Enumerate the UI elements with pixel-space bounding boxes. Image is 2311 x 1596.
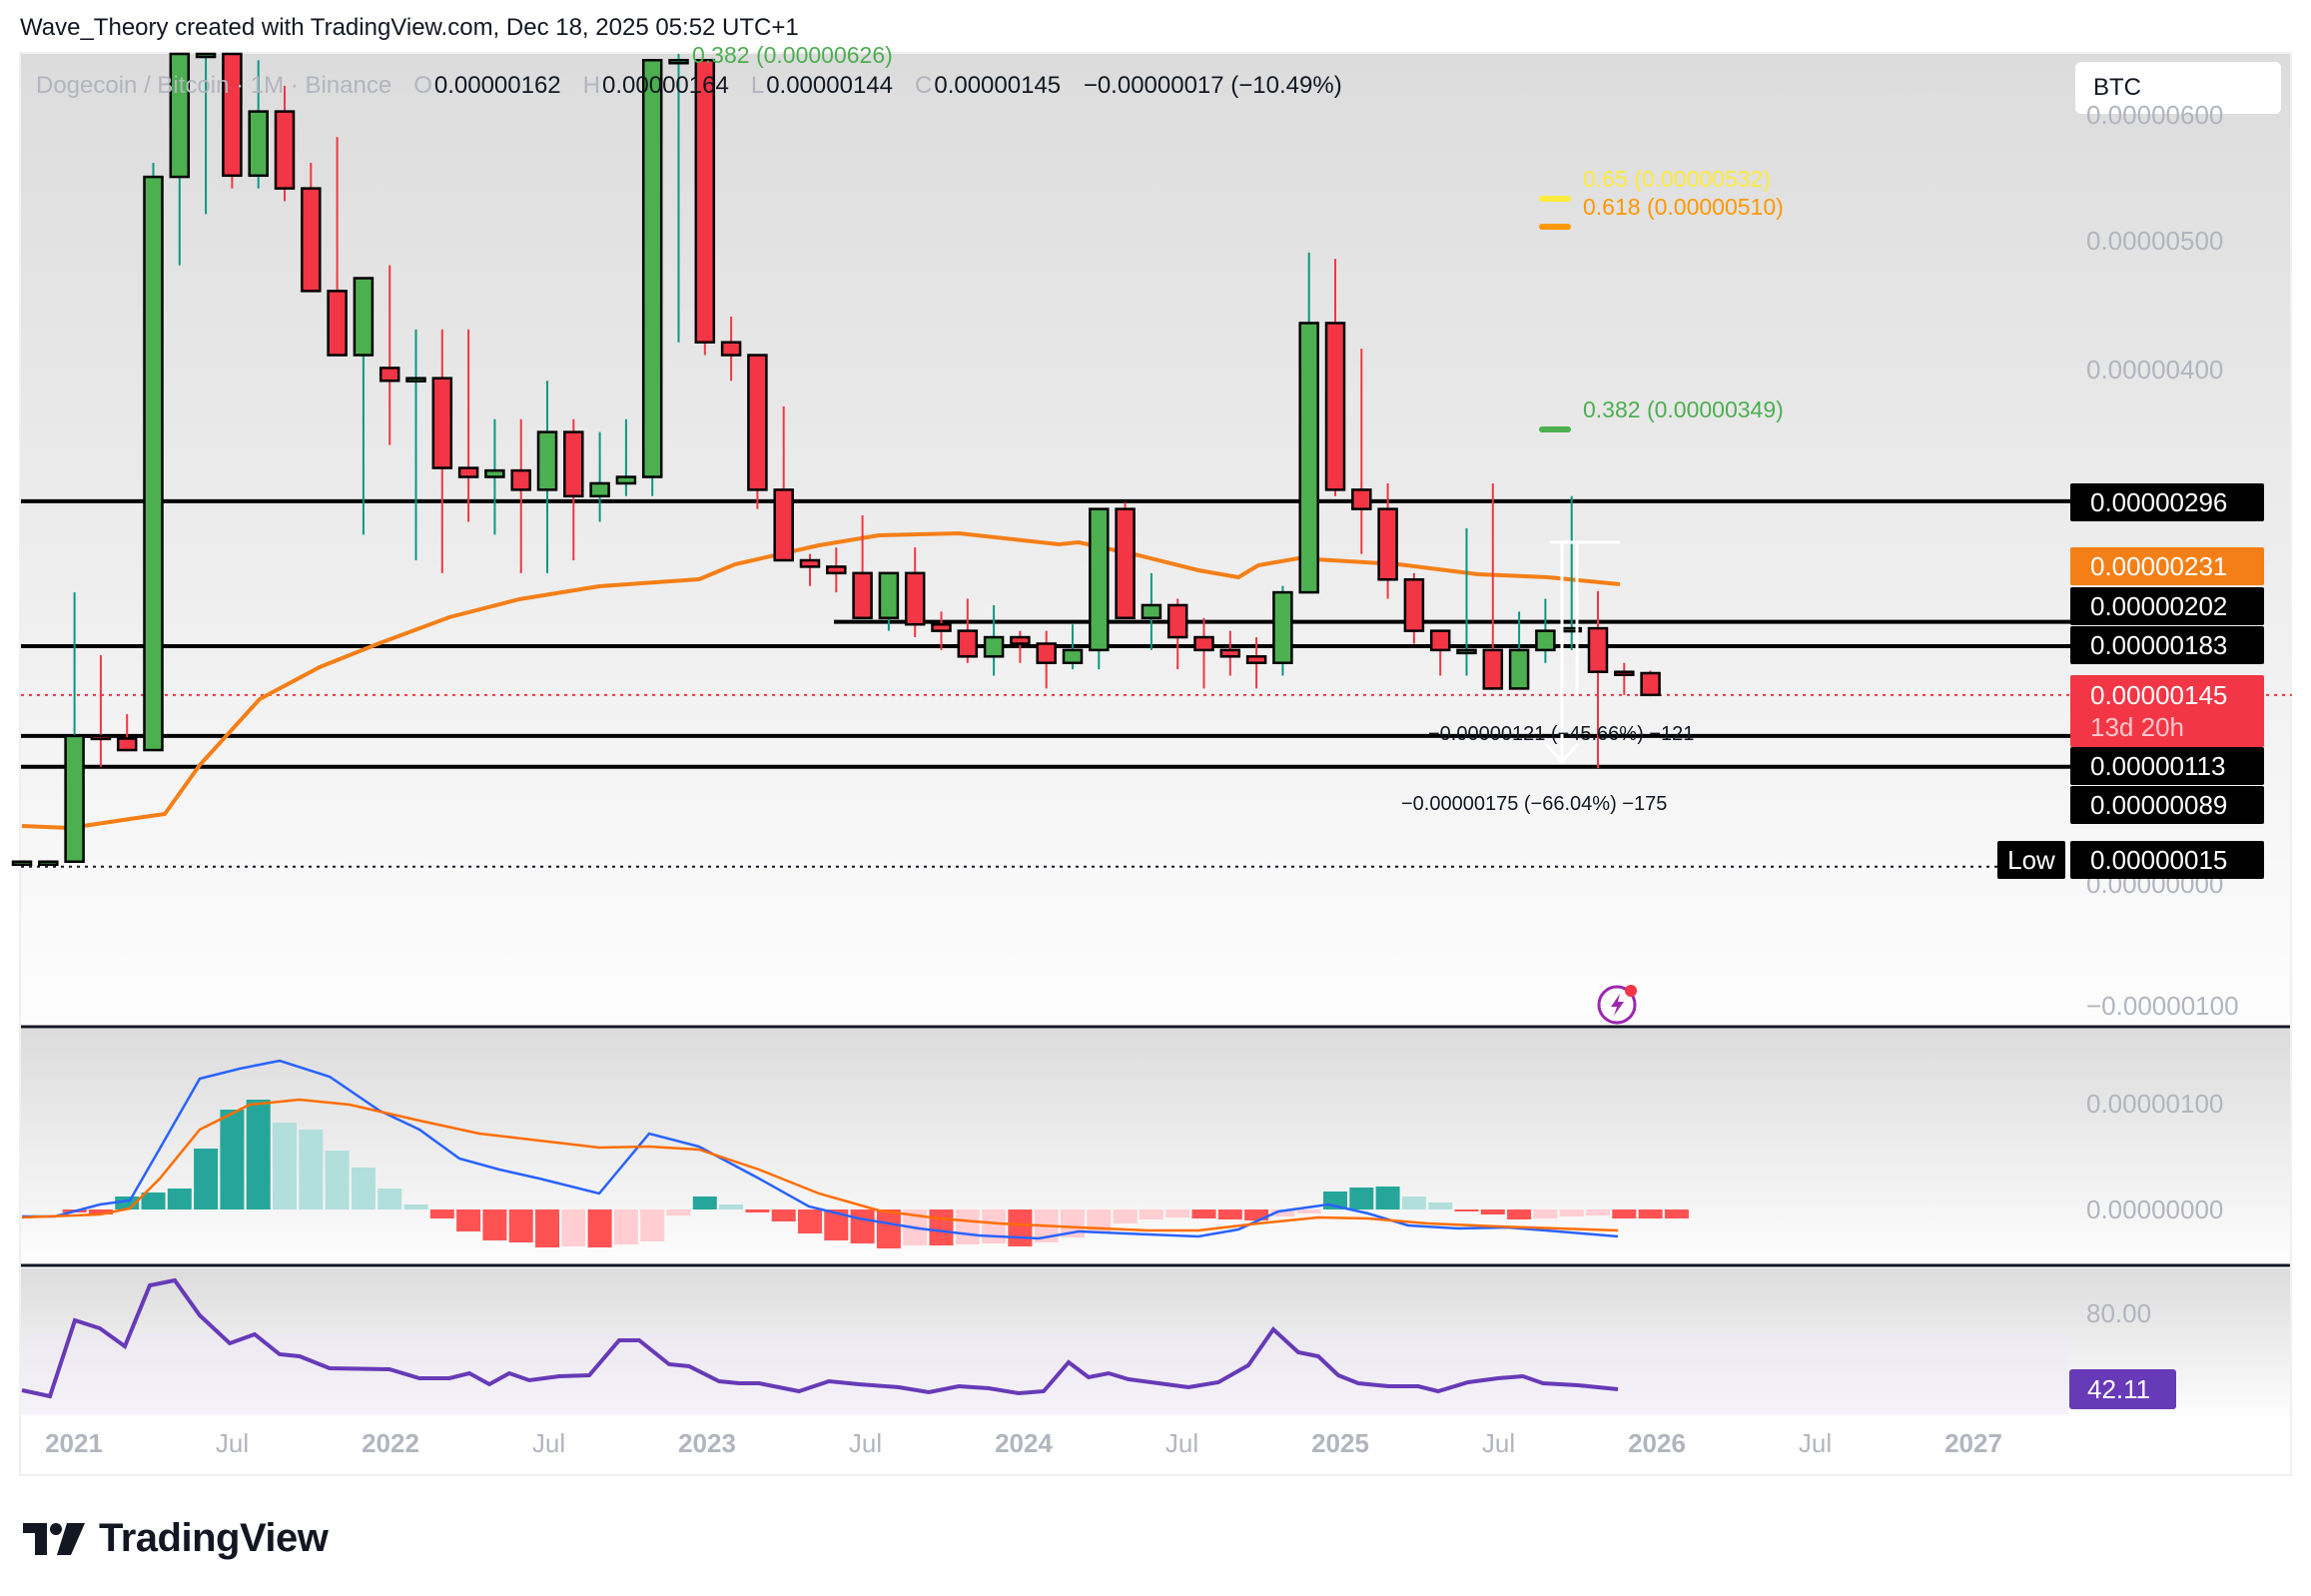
symbol-title[interactable]: Dogecoin / Bitcoin · 1M · Binance [36, 72, 392, 99]
rsi-value-badge: 42.11 [2069, 1369, 2176, 1409]
chart-credit: Wave_Theory created with TradingView.com… [20, 14, 799, 41]
time-axis-label: 2026 [1628, 1428, 1686, 1458]
measure-label-2: −0.00000175 (−66.04%) −175 [1401, 793, 1668, 815]
tradingview-logo[interactable]: TradingView [23, 1516, 329, 1561]
fib-label-top: 0.382 (0.00000626) [692, 42, 893, 68]
fib-label-0382: 0.382 (0.00000349) [1539, 397, 1784, 432]
time-axis-label: Jul [1798, 1428, 1833, 1458]
open-value: 0.00000162 [433, 72, 561, 99]
low-value: 0.00000144 [766, 72, 893, 99]
fib-dash-icon [1539, 426, 1571, 432]
countdown: 13d 20h [2090, 712, 2184, 742]
time-axis-label: Jul [1481, 1428, 1516, 1458]
price-label-089: 0.00000089 [2070, 786, 2264, 824]
price-label-ma: 0.00000231 [2070, 547, 2264, 585]
price-tick: 0.00000600 [2086, 100, 2224, 130]
high-value: 0.00000164 [602, 72, 729, 99]
price-label-202: 0.00000202 [2070, 587, 2264, 625]
price-label-113: 0.00000113 [2070, 747, 2264, 785]
time-axis-label: Jul [1164, 1428, 1199, 1458]
time-axis-label: 2025 [1311, 1428, 1369, 1458]
price-label-current: 0.00000145 13d 20h [2070, 675, 2264, 747]
lightning-icon[interactable] [1595, 981, 1641, 1032]
price-tick: 0.00000500 [2086, 226, 2224, 256]
time-axis-label: Jul [531, 1428, 566, 1458]
currency-button[interactable]: BTC [2075, 62, 2281, 114]
fib-label-0618: 0.618 (0.00000510) [1539, 194, 1784, 230]
time-axis-label: Jul [215, 1428, 250, 1458]
time-axis-label: 2027 [1944, 1428, 2002, 1458]
time-axis-label: 2022 [362, 1428, 419, 1458]
price-label-183: 0.00000183 [2070, 626, 2264, 664]
price-tick: 0.00000400 [2086, 355, 2224, 385]
close-value: 0.00000145 [934, 72, 1062, 99]
price-label-low: 0.00000015 [2070, 841, 2264, 879]
fib-dash-icon [1539, 224, 1571, 230]
fib-dash-icon [1539, 196, 1571, 202]
time-axis-label: 2021 [45, 1428, 103, 1458]
price-label-296: 0.00000296 [2070, 483, 2264, 521]
symbol-legend: Dogecoin / Bitcoin · 1M · Binance O0.000… [36, 72, 1342, 99]
change-value: −0.00000017 (−10.49%) [1083, 72, 1342, 99]
macd-tick: 0.00000000 [2086, 1195, 2224, 1224]
time-axis-label: 2023 [678, 1428, 736, 1458]
rsi-tick: 80.00 [2086, 1298, 2152, 1328]
macd-tick: 0.00000100 [2086, 1089, 2224, 1119]
price-tick: −0.00000100 [2086, 991, 2239, 1021]
chart-frame [19, 52, 2292, 1476]
measure-label-1: −0.00000121 (−45.66%) −121 [1428, 723, 1695, 745]
low-tag: Low [1997, 841, 2065, 879]
tradingview-logo-icon [23, 1522, 85, 1555]
time-axis-label: 2024 [995, 1428, 1053, 1458]
fib-label-065: 0.65 (0.00000532) [1539, 166, 1771, 202]
time-axis-label: Jul [848, 1428, 883, 1458]
